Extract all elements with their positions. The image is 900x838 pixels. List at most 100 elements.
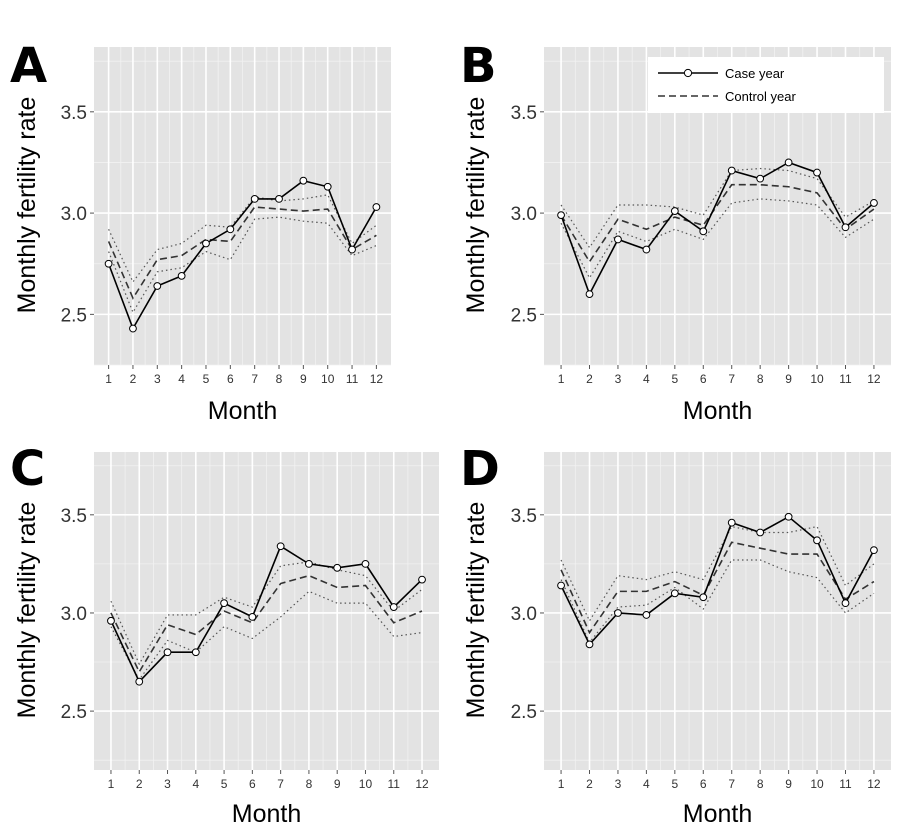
x-tick-label: 9 — [785, 777, 792, 791]
x-tick-label: 11 — [346, 372, 359, 386]
panel-letter: D — [460, 441, 500, 497]
x-tick-label: 8 — [306, 777, 313, 791]
x-tick-label: 6 — [227, 372, 234, 386]
x-tick-label: 1 — [558, 372, 565, 386]
y-tick-label: 3.0 — [511, 204, 537, 225]
x-tick-label: 12 — [867, 372, 881, 386]
case-year-line — [560, 161, 875, 297]
case-year-point — [870, 199, 878, 207]
x-tick-label: 9 — [300, 372, 307, 386]
x-tick-label: 8 — [276, 372, 283, 386]
bound-line — [108, 216, 377, 314]
y-tick-label: 3.5 — [511, 103, 537, 124]
x-tick-label: 1 — [108, 777, 115, 791]
x-tick-label: 7 — [251, 372, 258, 386]
case-year-line — [560, 515, 875, 646]
case-year-point — [557, 211, 565, 220]
x-tick-label: 5 — [221, 777, 228, 791]
y-tick-label: 2.5 — [61, 702, 87, 723]
x-tick-label: 9 — [785, 372, 792, 386]
y-axis-title: Monthly fertility rate — [462, 502, 490, 719]
control-year-line — [560, 541, 875, 635]
x-tick-label: 11 — [388, 777, 401, 791]
y-tick-label: 3.0 — [61, 204, 87, 225]
x-tick-label: 10 — [810, 777, 824, 791]
x-tick-label: 7 — [728, 372, 735, 386]
control-year-line — [560, 183, 875, 264]
case-year-line — [110, 545, 423, 684]
x-tick-label: 10 — [321, 372, 335, 386]
case-year-point — [163, 648, 172, 657]
x-tick-label: 2 — [136, 777, 143, 791]
case-year-point — [299, 176, 308, 185]
y-tick-label: 2.5 — [61, 305, 87, 326]
case-year-point — [226, 225, 235, 234]
bound-line — [110, 590, 423, 681]
case-year-point — [756, 174, 765, 183]
bound-line — [110, 561, 423, 666]
x-tick-label: 3 — [154, 372, 161, 386]
case-year-point — [305, 559, 313, 568]
case-year-point — [275, 195, 283, 203]
x-axis-title: Month — [683, 397, 752, 425]
case-year-point — [248, 612, 257, 621]
x-tick-label: 5 — [671, 777, 678, 791]
legend-label-case-year: Case year — [725, 66, 785, 81]
case-year-point — [250, 195, 259, 203]
case-year-point — [727, 518, 736, 527]
case-year-point — [642, 611, 651, 619]
y-axis-title: Monthly fertility rate — [13, 502, 41, 719]
x-tick-label: 4 — [178, 372, 185, 386]
panel-letter: C — [10, 441, 45, 497]
y-axis-title: Monthly fertility rate — [13, 97, 41, 314]
case-year-point — [841, 599, 850, 608]
panel-letter: B — [460, 38, 497, 94]
x-tick-label: 11 — [839, 372, 852, 386]
x-axis-title: Month — [232, 800, 301, 828]
x-tick-label: 3 — [615, 777, 622, 791]
y-tick-label: 2.5 — [511, 305, 537, 326]
case-year-point — [333, 563, 342, 572]
case-year-point — [202, 239, 210, 248]
y-tick-label: 3.5 — [61, 103, 87, 124]
case-year-point — [614, 235, 622, 244]
y-tick-label: 3.5 — [511, 506, 537, 527]
bound-line — [560, 198, 875, 280]
case-year-point — [670, 589, 679, 598]
case-year-point — [727, 166, 736, 175]
case-year-point — [104, 259, 113, 268]
case-year-point — [389, 603, 398, 611]
case-year-point — [699, 593, 708, 602]
x-tick-label: 2 — [586, 777, 593, 791]
case-year-point — [135, 677, 144, 686]
case-year-point — [177, 271, 186, 280]
legend-box — [648, 57, 884, 113]
x-tick-label: 4 — [643, 372, 650, 386]
x-tick-label: 12 — [415, 777, 429, 791]
control-year-line — [110, 574, 423, 674]
y-tick-label: 3.0 — [511, 604, 537, 625]
case-year-point — [323, 182, 332, 191]
y-tick-label: 3.5 — [61, 506, 87, 527]
case-year-point — [784, 158, 793, 167]
case-year-point — [841, 223, 850, 232]
x-axis-title: Month — [683, 800, 752, 828]
panel-letter: A — [10, 38, 47, 94]
control-year-line — [107, 206, 377, 300]
case-year-point — [870, 546, 878, 555]
case-year-point — [153, 282, 162, 290]
x-tick-label: 5 — [203, 372, 210, 386]
x-tick-label: 6 — [700, 372, 707, 386]
case-year-point — [813, 168, 821, 177]
x-tick-label: 6 — [700, 777, 707, 791]
x-tick-label: 3 — [164, 777, 171, 791]
x-tick-label: 4 — [192, 777, 199, 791]
case-year-point — [129, 324, 137, 333]
case-year-point — [670, 207, 679, 215]
case-year-point — [784, 512, 793, 521]
